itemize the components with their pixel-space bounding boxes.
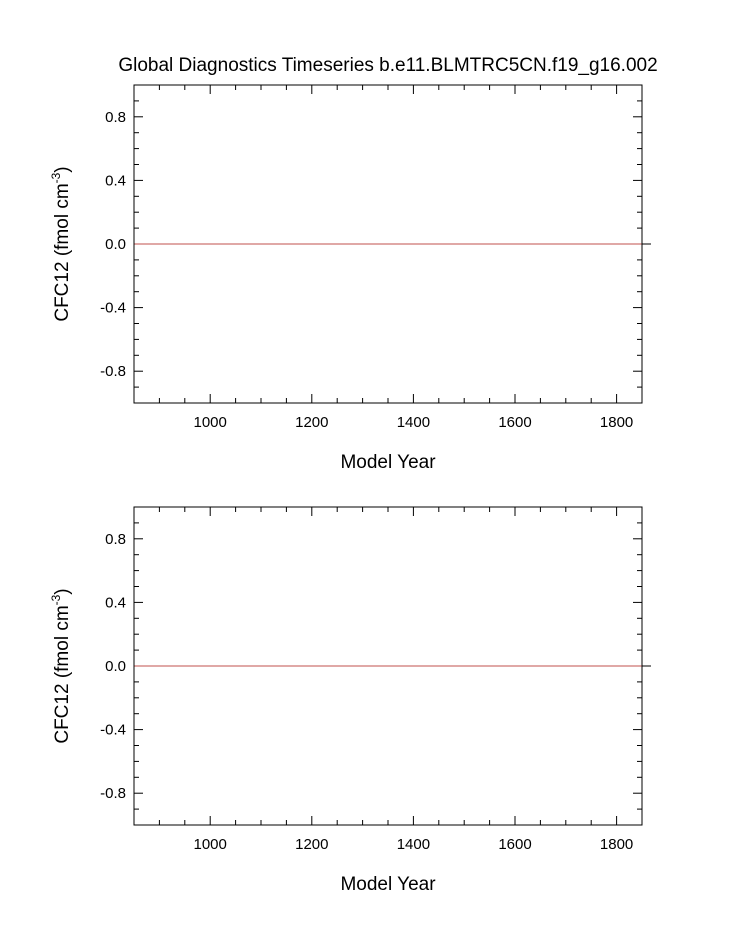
x-tick-label: 1400 [397,836,430,853]
plot-frame [133,84,643,404]
x-tick-label: 1000 [194,414,227,431]
y-tick-label: 0.4 [105,594,126,611]
x-axis-label: Model Year [340,452,436,473]
y-axis-label-text: CFC12 (fmol cm [52,183,73,321]
plot-marks: 1000 1200 1400 1600 1800 0.8 0.4 0.0 -0.4 -0.8 [100,507,651,853]
y-tick-label: -0.4 [100,300,126,317]
y-axis-label-close: ) [52,166,73,172]
y-axis-label-superscript: -3 [49,172,63,183]
x-tick-label: 1200 [295,414,328,431]
x-tick-label: 1400 [397,414,430,431]
y-tick-label: 0.4 [105,172,126,189]
x-tick-label: 1000 [194,836,227,853]
figure-title: Global Diagnostics Timeseries b.e11.BLMT… [118,55,657,76]
y-tick-label: -0.4 [100,722,126,739]
x-tick-label: 1200 [295,836,328,853]
x-tick-label: 1800 [600,414,633,431]
y-axis-label: CFC12 (fmol cm-3) [49,166,73,321]
y-axis-label-close: ) [52,588,73,594]
plot-marks: 1000 1200 1400 1600 1800 0.8 0.4 0.0 -0.4 -0.8 [100,85,651,431]
y-tick-label: -0.8 [100,363,126,380]
panel-top: 1000 1200 1400 1600 1800 0.8 0.4 0.0 -0.4 -0.8 Mo… [49,84,651,473]
y-axis-label: CFC12 (fmol cm-3) [49,588,73,743]
y-tick-label: 0.8 [105,109,126,126]
y-axis-label-text: CFC12 (fmol cm [52,605,73,743]
plot-frame [133,506,643,826]
x-tick-label: 1600 [498,414,531,431]
y-axis-label-superscript: -3 [49,594,63,605]
panel-bottom: 1000 1200 1400 1600 1800 0.8 0.4 0.0 -0.4 -0.8 Mo… [49,506,651,895]
y-tick-label: 0.0 [105,236,126,253]
x-tick-label: 1800 [600,836,633,853]
y-tick-label: 0.8 [105,531,126,548]
x-axis-label: Model Year [340,874,436,895]
y-tick-label: -0.8 [100,785,126,802]
y-tick-label: 0.0 [105,658,126,675]
x-tick-label: 1600 [498,836,531,853]
